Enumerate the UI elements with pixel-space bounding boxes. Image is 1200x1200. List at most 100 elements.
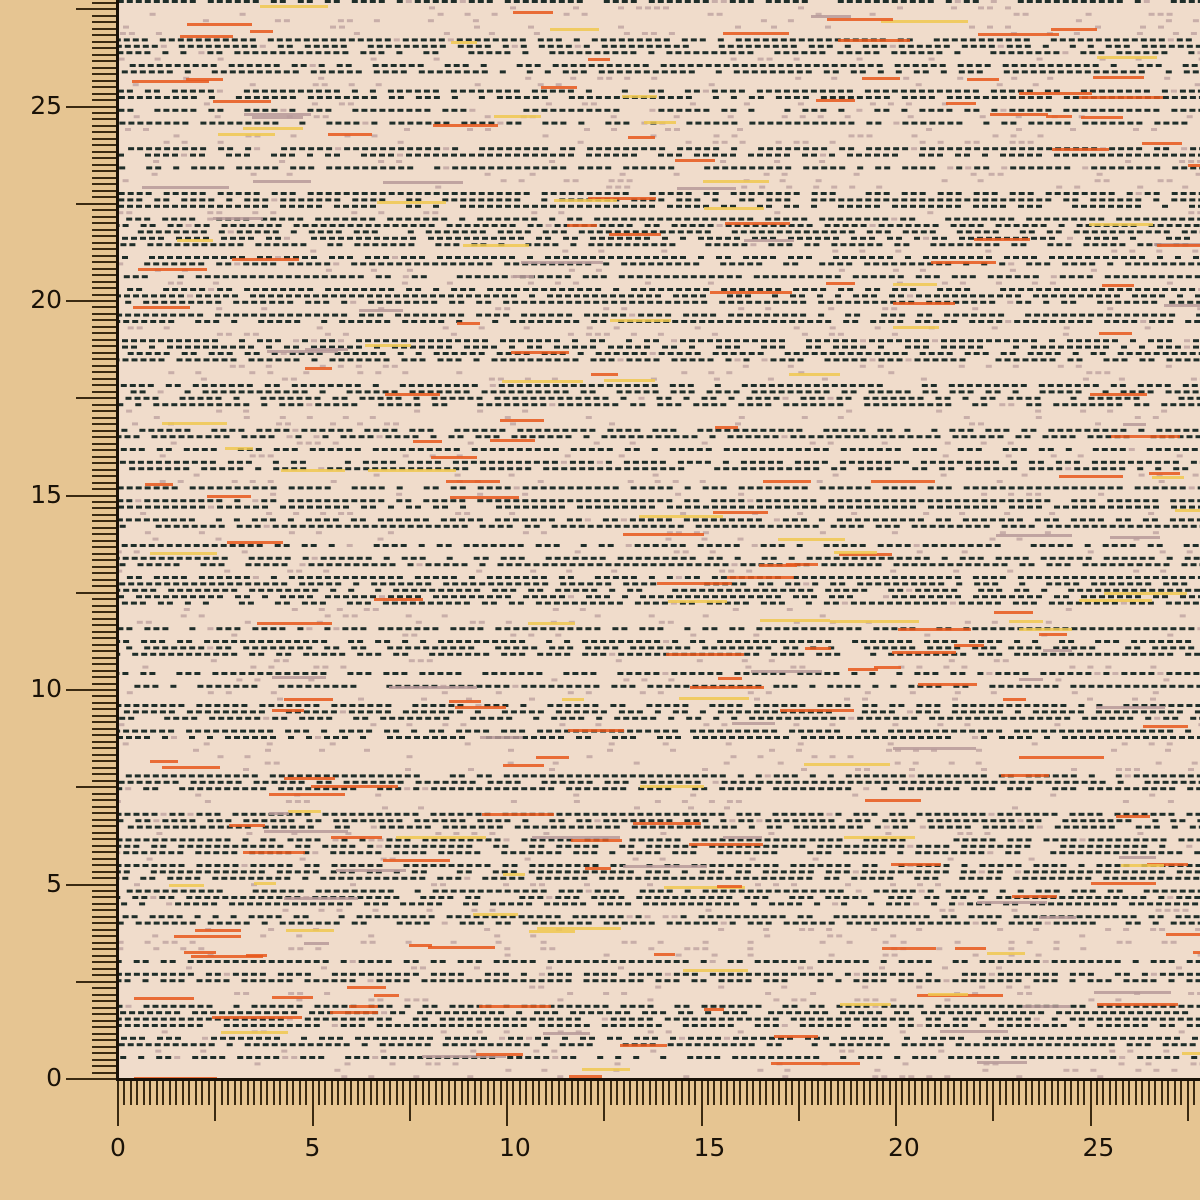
y-ruler-tick (92, 559, 116, 562)
x-ruler-tick (791, 1081, 794, 1105)
y-ruler-tick (92, 92, 116, 95)
y-ruler-tick (92, 643, 116, 646)
x-ruler-tick (570, 1081, 573, 1105)
x-ruler-tick (1121, 1081, 1124, 1105)
y-ruler-tick (92, 961, 116, 964)
x-ruler-tick (713, 1081, 716, 1105)
x-ruler-tick (1154, 1081, 1157, 1105)
y-ruler-tick (92, 1013, 116, 1016)
y-ruler-tick (92, 338, 116, 341)
y-ruler-tick (92, 993, 116, 996)
y-ruler-tick (92, 53, 116, 56)
x-ruler-label: 5 (304, 1133, 321, 1162)
y-ruler-tick (92, 637, 116, 640)
x-ruler-tick (181, 1081, 184, 1105)
y-ruler-tick (92, 676, 116, 679)
y-ruler-tick (92, 740, 116, 743)
x-ruler-tick (966, 1081, 969, 1105)
x-ruler-tick (253, 1081, 256, 1105)
y-ruler-tick (92, 47, 116, 50)
x-ruler-tick (862, 1081, 865, 1105)
x-ruler-tick (869, 1081, 872, 1105)
y-ruler-tick (92, 274, 116, 277)
x-ruler-tick (525, 1081, 528, 1105)
x-ruler-tick (895, 1081, 897, 1126)
y-ruler-tick (92, 727, 116, 730)
y-ruler-tick (92, 935, 116, 938)
y-ruler-tick (92, 909, 116, 912)
x-ruler-tick (415, 1081, 418, 1105)
y-ruler-tick (92, 889, 116, 892)
x-ruler-tick (454, 1081, 457, 1105)
x-ruler-tick (337, 1081, 340, 1105)
x-ruler-tick (1005, 1081, 1008, 1105)
y-ruler-tick (92, 1, 116, 4)
y-ruler-tick (92, 974, 116, 977)
x-ruler-label: 0 (110, 1133, 126, 1162)
y-ruler-tick (92, 1071, 116, 1074)
x-ruler-tick (1115, 1081, 1118, 1105)
y-ruler-tick (92, 137, 116, 140)
y-ruler-tick (92, 663, 116, 666)
x-ruler-tick (168, 1081, 171, 1105)
x-ruler-tick (298, 1081, 301, 1105)
y-ruler-tick (92, 183, 116, 186)
x-ruler-tick (914, 1081, 917, 1105)
x-ruler-tick (1147, 1081, 1150, 1105)
y-ruler-label: 10 (30, 674, 62, 703)
y-ruler-tick (92, 436, 116, 439)
y-ruler-tick (92, 617, 116, 620)
y-ruler-tick (92, 851, 116, 854)
y-ruler-tick (92, 500, 116, 503)
y-ruler-tick (92, 241, 116, 244)
y-ruler-tick (92, 332, 116, 335)
y-ruler-tick (92, 1065, 116, 1068)
y-ruler-label: 25 (30, 90, 62, 120)
y-ruler-tick (92, 462, 116, 465)
x-ruler-tick (1186, 1081, 1189, 1121)
y-ruler-tick (92, 455, 116, 458)
x-ruler-tick (473, 1081, 476, 1105)
y-ruler-tick (92, 416, 116, 419)
x-ruler-tick (279, 1081, 282, 1105)
x-ruler-tick (343, 1081, 346, 1105)
y-ruler-tick (92, 345, 116, 348)
y-ruler-tick (92, 539, 116, 542)
x-ruler-tick (577, 1081, 580, 1105)
y-ruler-tick (92, 954, 116, 957)
x-ruler-tick (959, 1081, 962, 1105)
x-ruler-tick (609, 1081, 612, 1105)
y-ruler-label: 20 (30, 285, 62, 314)
y-ruler-tick (92, 27, 116, 30)
y-ruler-tick (92, 488, 116, 491)
y-ruler-tick (92, 877, 116, 880)
x-ruler-tick (888, 1081, 891, 1105)
y-ruler-tick (92, 844, 116, 847)
x-ruler-tick (395, 1081, 398, 1105)
x-ruler-tick (129, 1081, 132, 1105)
x-ruler-tick (752, 1081, 755, 1105)
x-ruler-tick (142, 1081, 145, 1105)
y-ruler-tick (92, 364, 116, 367)
x-ruler-tick (162, 1081, 165, 1105)
y-ruler-tick (92, 630, 116, 633)
x-ruler-tick (778, 1081, 781, 1105)
x-ruler-tick (719, 1081, 722, 1105)
x-ruler-tick (376, 1081, 379, 1105)
y-ruler-tick (92, 825, 116, 828)
y-ruler-tick (92, 14, 116, 17)
x-ruler-tick (817, 1081, 820, 1105)
x-ruler-tick (901, 1081, 904, 1105)
x-ruler-tick (1076, 1081, 1079, 1105)
x-ruler-tick (1037, 1081, 1040, 1105)
x-ruler-tick (1095, 1081, 1098, 1105)
y-ruler-tick (92, 222, 116, 225)
y-ruler-tick (92, 812, 116, 815)
y-ruler-tick (92, 760, 116, 763)
x-ruler-tick (363, 1081, 366, 1105)
x-ruler-tick (765, 1081, 768, 1105)
y-ruler-tick (92, 319, 116, 322)
x-ruler-tick (771, 1081, 774, 1105)
y-ruler-tick (92, 442, 116, 445)
x-ruler-tick (123, 1081, 126, 1105)
